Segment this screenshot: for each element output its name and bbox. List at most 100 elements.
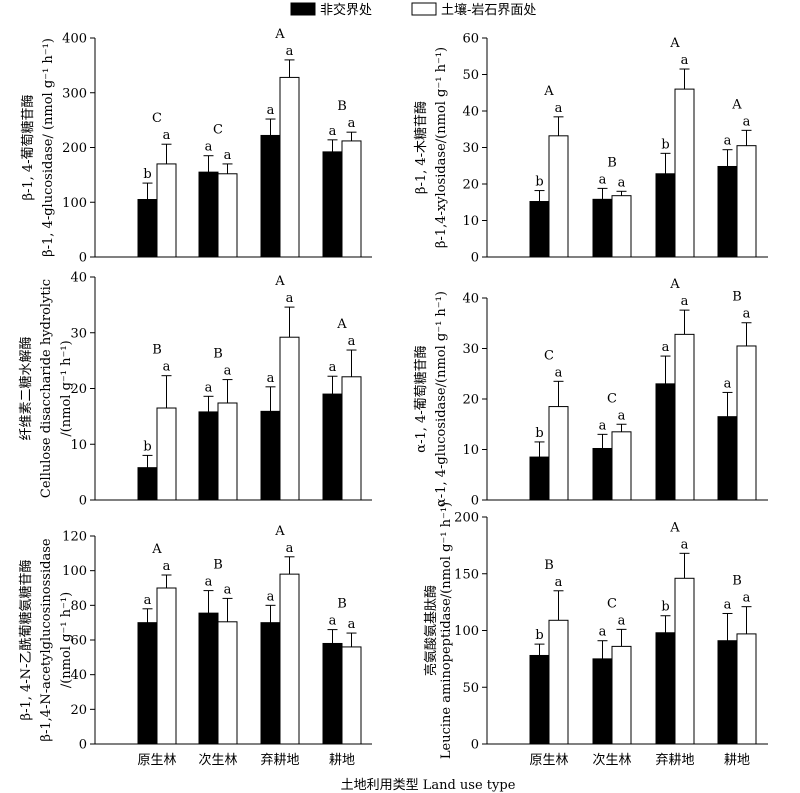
x-tick-label: 弃耕地 (655, 752, 694, 768)
bar-soil-rock-interface-3 (279, 76, 300, 258)
significance-letter-upper: A (274, 274, 285, 289)
significance-letter-lower: b (535, 426, 543, 441)
bar-soil-rock-interface-4 (736, 145, 757, 258)
significance-letter-lower: a (329, 360, 337, 375)
y-axis-title-en: Cellulose disaccharide hydrolytic (39, 279, 54, 498)
bar-soil-rock-interface-3 (674, 577, 695, 745)
bar-soil-rock-interface-1 (548, 135, 569, 258)
panel-6: 0 50 100 150 200 亮氨酸氨基肽酶 Leucine aminopeptidas… (423, 502, 768, 759)
significance-letter-lower: a (618, 613, 626, 628)
legend-swatch-series-2 (411, 2, 437, 16)
significance-letter-lower: a (286, 541, 294, 556)
y-tick-label: 0 (471, 251, 479, 266)
bar-non-junction-2 (198, 171, 219, 258)
bar-non-junction-3 (260, 134, 281, 258)
significance-letter-lower: a (224, 582, 232, 597)
panel-3: 0 10 20 30 40 纤维素二糖水解酶 Cellulose disaccharide … (18, 271, 372, 509)
bar-soil-rock-interface-2 (217, 621, 238, 745)
significance-letter-lower: a (681, 294, 689, 309)
significance-letter-lower: a (681, 537, 689, 552)
y-axis-title-en: Leucine aminopeptidase/(nmol g⁻¹ h⁻¹) (439, 502, 454, 759)
legend: 非交界处 土壤-岩石界面处 (290, 2, 536, 18)
y-tick-label: 0 (79, 251, 87, 266)
x-tick-label: 原生林 (529, 753, 568, 768)
y-tick-label: 60 (70, 634, 87, 649)
significance-letter-upper: A (669, 520, 680, 535)
y-tick-label: 100 (62, 564, 87, 579)
significance-letter-upper: C (607, 391, 617, 406)
significance-letter-upper: B (544, 558, 554, 573)
y-axis-title-en: β-1,4-N-acetylglucosinossidase (39, 538, 54, 741)
significance-letter-upper: A (151, 542, 162, 557)
significance-letter-lower: a (329, 124, 337, 139)
x-category-labels-right: 原生林 次生林 弃耕地 耕地 (529, 752, 750, 768)
bar-soil-rock-interface-2 (611, 195, 632, 258)
significance-letter-lower: a (724, 134, 732, 149)
y-tick-label: 100 (62, 196, 87, 211)
significance-letter-upper: B (213, 347, 223, 362)
significance-letter-lower: a (618, 408, 626, 423)
bar-soil-rock-interface-4 (736, 345, 757, 501)
significance-letter-lower: a (348, 116, 356, 131)
significance-letter-lower: a (205, 140, 213, 155)
significance-letter-lower: a (599, 625, 607, 640)
panel-4: 0 10 20 30 40 α-1, 4-葡萄糖苷酶 α-1, 4-glucosidase/… (413, 277, 768, 509)
y-tick-label: 10 (462, 443, 479, 458)
bar-non-junction-4 (717, 640, 738, 745)
y-tick-label: 10 (462, 214, 479, 229)
x-axis-title: 土地利用类型 Land use type (341, 778, 516, 793)
panel-1: 0 100 200 300 400 β-1, 4-葡萄糖苷酶 β-1, 4-glucosid… (20, 27, 372, 266)
y-axis-title-unit: /(nmol g⁻¹ h⁻¹) (59, 592, 74, 688)
significance-letter-lower: a (205, 575, 213, 590)
bar-soil-rock-interface-1 (548, 406, 569, 501)
x-category-labels-left: 原生林 次生林 弃耕地 耕地 (137, 752, 355, 768)
bar-non-junction-3 (260, 622, 281, 745)
significance-letter-lower: a (599, 172, 607, 187)
y-tick-label: 0 (79, 494, 87, 509)
bar-soil-rock-interface-2 (611, 645, 632, 745)
significance-letter-lower: a (224, 364, 232, 379)
y-axis-title-en: β-1,4-xylosidase/(nmol g⁻¹ h⁻¹) (434, 47, 449, 248)
bar-non-junction-1 (137, 199, 158, 258)
bar-soil-rock-interface-2 (217, 402, 238, 501)
significance-letter-lower: a (163, 128, 171, 143)
bar-non-junction-2 (198, 612, 219, 745)
y-tick-label: 40 (462, 292, 479, 307)
y-axis-title-en: β-1, 4-glucosidase/ (nmol g⁻¹ h⁻¹) (41, 38, 56, 257)
significance-letter-upper: C (152, 111, 162, 126)
y-axis-title-zh: β-1, 4-葡萄糖苷酶 (20, 94, 36, 200)
significance-letter-lower: a (555, 101, 563, 116)
y-tick-label: 150 (454, 567, 479, 582)
bar-soil-rock-interface-3 (674, 333, 695, 501)
y-axis-title-zh: β-1, 4-木糖苷酶 (413, 101, 429, 194)
bar-non-junction-4 (322, 642, 343, 745)
bar-non-junction-1 (529, 456, 550, 501)
significance-letter-lower: a (286, 44, 294, 59)
legend-label-series-1: 非交界处 (320, 2, 372, 18)
x-tick-label: 耕地 (724, 752, 750, 768)
bar-soil-rock-interface-1 (156, 587, 177, 745)
bar-non-junction-4 (322, 151, 343, 258)
significance-letter-lower: b (661, 137, 669, 152)
significance-letter-lower: a (555, 575, 563, 590)
bar-non-junction-3 (260, 410, 281, 501)
significance-letter-upper: B (337, 597, 347, 612)
y-axis-title-zh: 亮氨酸氨基肽酶 (423, 585, 439, 676)
legend-swatch-series-1 (290, 2, 316, 16)
bar-non-junction-3 (655, 383, 676, 501)
significance-letter-lower: a (599, 418, 607, 433)
significance-letter-upper: C (544, 348, 554, 363)
significance-letter-lower: a (267, 371, 275, 386)
x-tick-label: 耕地 (329, 752, 355, 768)
significance-letter-lower: a (205, 380, 213, 395)
y-tick-label: 120 (62, 530, 87, 545)
significance-letter-upper: A (274, 524, 285, 539)
y-tick-label: 30 (462, 342, 479, 357)
significance-letter-lower: a (681, 53, 689, 68)
y-tick-label: 20 (462, 178, 479, 193)
significance-letter-upper: B (732, 574, 742, 589)
y-tick-label: 0 (471, 494, 479, 509)
significance-letter-upper: B (732, 290, 742, 305)
